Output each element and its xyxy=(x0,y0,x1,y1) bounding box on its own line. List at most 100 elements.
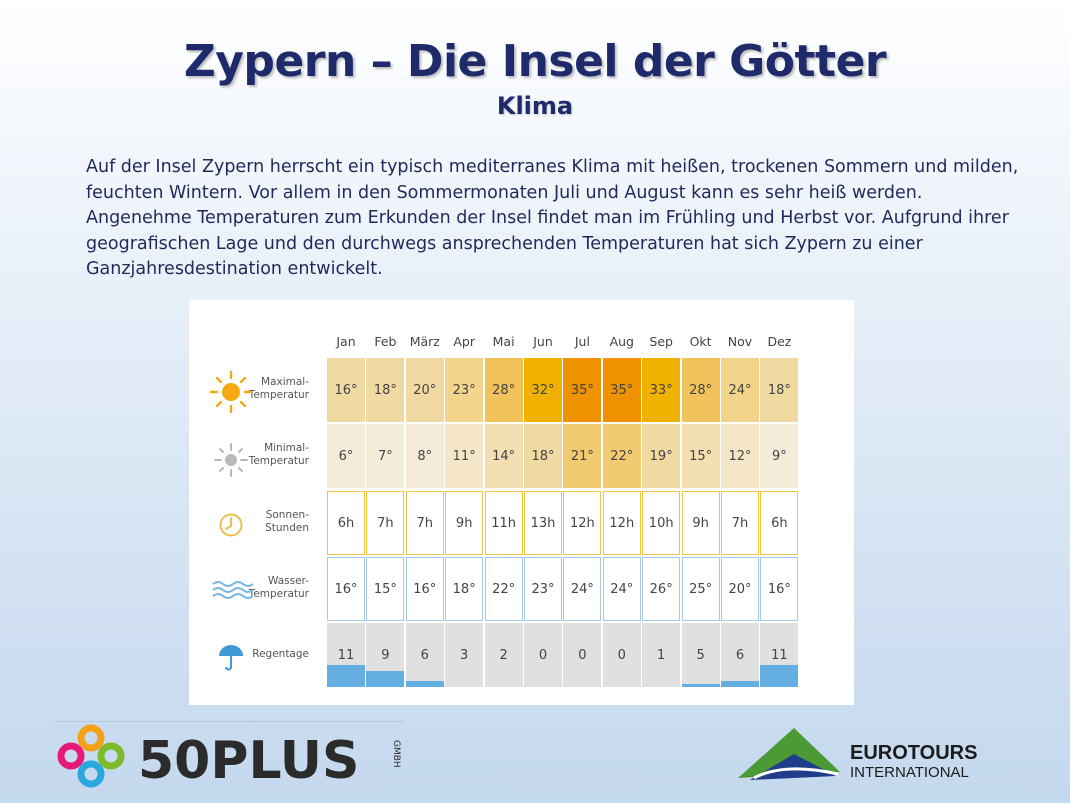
cell-value: 13h xyxy=(530,515,556,531)
cell-value: 1 xyxy=(657,647,666,663)
cell-value: 33° xyxy=(649,382,673,398)
cell-value: 26° xyxy=(649,581,673,597)
cell-value: 18° xyxy=(531,448,555,464)
cell-value: 21° xyxy=(570,448,594,464)
cell-value: 32° xyxy=(531,382,555,398)
sun-hours-cell: 9h xyxy=(445,491,484,555)
cell-value: 7h xyxy=(377,515,394,531)
cell-value: 0 xyxy=(617,647,626,663)
row-label: Regentage xyxy=(252,648,309,660)
gray-sun-icon xyxy=(214,443,248,477)
cell-value: 19° xyxy=(649,448,673,464)
max-temp-cell: 18° xyxy=(760,358,799,422)
max-temp-cell: 33° xyxy=(642,358,681,422)
row-label: Minimal- Temperatur xyxy=(248,442,309,467)
month-header: Jun xyxy=(533,334,553,349)
month-header: Dez xyxy=(767,334,792,349)
month-header: Mai xyxy=(492,334,515,349)
rain-days-cell: 0 xyxy=(524,623,562,687)
cell-value: 12h xyxy=(570,515,595,531)
rain-days-bar xyxy=(327,665,365,687)
row-label: Maximal- Temperatur xyxy=(248,376,309,401)
cell-value: 6h xyxy=(337,515,355,531)
max-temp-cell: 20° xyxy=(405,358,444,422)
cell-value: 7h xyxy=(416,515,434,531)
min-temp-cell: 7° xyxy=(366,424,405,488)
rain-days-cell: 6 xyxy=(405,623,444,687)
cell-value: 5 xyxy=(696,647,705,663)
intro-paragraph: Auf der Insel Zypern herrscht ein typisc… xyxy=(86,157,1019,279)
rain-days-cell: 11 xyxy=(327,623,365,687)
cell-value: 35° xyxy=(610,382,634,398)
rain-days-bar xyxy=(681,683,720,687)
cell-value: 11h xyxy=(491,515,516,531)
cell-value: 7h xyxy=(731,515,749,531)
water-temp-cell: 18° xyxy=(445,557,484,621)
min-temp-cell: 18° xyxy=(524,424,562,488)
cell-value: 16° xyxy=(334,382,358,398)
cell-value: 12h xyxy=(609,515,635,531)
cell-value: 24° xyxy=(570,581,594,597)
min-temp-cell: 8° xyxy=(405,424,444,488)
water-temp-cell: 22° xyxy=(484,557,523,621)
cell-value: 15° xyxy=(689,448,713,464)
slide-subtitle: Klima xyxy=(496,92,574,120)
max-temp-cell: 32° xyxy=(524,358,562,422)
sun-hours-cell: 12h xyxy=(602,491,641,555)
cell-value: 3 xyxy=(460,647,469,663)
cell-value: 23° xyxy=(531,581,555,597)
cell-value: 9 xyxy=(381,647,390,663)
waves-icon xyxy=(212,581,253,599)
water-temp-cell: 15° xyxy=(366,557,405,621)
max-temp-cell: 28° xyxy=(484,358,523,422)
rain-days-bar xyxy=(366,671,405,687)
min-temp-cell: 9° xyxy=(760,424,799,488)
min-temp-cell: 6° xyxy=(327,424,365,488)
min-temp-cell: 12° xyxy=(721,424,759,488)
water-temp-cell: 25° xyxy=(681,557,720,621)
row-label: Sonnen- Stunden xyxy=(265,509,309,534)
water-temp-cell: 24° xyxy=(602,557,641,621)
sun-hours-cell: 7h xyxy=(366,491,405,555)
min-temp-cell: 14° xyxy=(484,424,523,488)
cell-value: 28° xyxy=(492,382,516,398)
cell-value: 18° xyxy=(452,581,476,597)
rain-days-bar xyxy=(760,665,799,687)
cell-value: 9h xyxy=(692,515,709,531)
cell-value: 35° xyxy=(570,382,594,398)
rain-days-cell: 5 xyxy=(681,623,720,687)
cell-value: 7° xyxy=(378,448,393,464)
max-temp-cell: 35° xyxy=(563,358,602,422)
month-header: Jan xyxy=(336,334,356,349)
cell-value: 16° xyxy=(413,581,437,597)
cell-value: 14° xyxy=(492,448,516,464)
sun-hours-cell: 13h xyxy=(524,491,562,555)
clock-icon xyxy=(219,513,243,537)
min-temp-cell: 19° xyxy=(642,424,681,488)
month-header: Aug xyxy=(609,334,634,349)
cell-value: 11° xyxy=(452,448,476,464)
cell-value: 10h xyxy=(648,515,674,531)
cell-value: 6 xyxy=(735,647,745,663)
water-temp-cell: 16° xyxy=(760,557,799,621)
cell-value: 15° xyxy=(373,581,397,597)
cell-value: 20° xyxy=(413,382,437,398)
cell-value: 6° xyxy=(338,448,354,464)
cell-value: 18° xyxy=(373,382,397,398)
rain-days-cell: 2 xyxy=(484,623,523,687)
rain-days-cell: 11 xyxy=(760,623,799,687)
max-temp-cell: 18° xyxy=(366,358,405,422)
umbrella-icon xyxy=(219,645,243,671)
cell-value: 11 xyxy=(771,647,788,663)
sun-hours-cell: 12h xyxy=(563,491,602,555)
water-temp-cell: 26° xyxy=(642,557,681,621)
cell-value: 20° xyxy=(728,581,752,597)
month-header: Jul xyxy=(574,334,590,349)
rain-days-cell: 3 xyxy=(445,623,484,687)
cell-value: 6h xyxy=(771,515,788,531)
sun-hours-cell: 7h xyxy=(405,491,444,555)
water-temp-cell: 23° xyxy=(524,557,562,621)
rain-days-cell: 6 xyxy=(721,623,759,687)
eurotours-logo-line1: EUROTOURS xyxy=(850,742,977,764)
cell-value: 22° xyxy=(610,448,634,464)
